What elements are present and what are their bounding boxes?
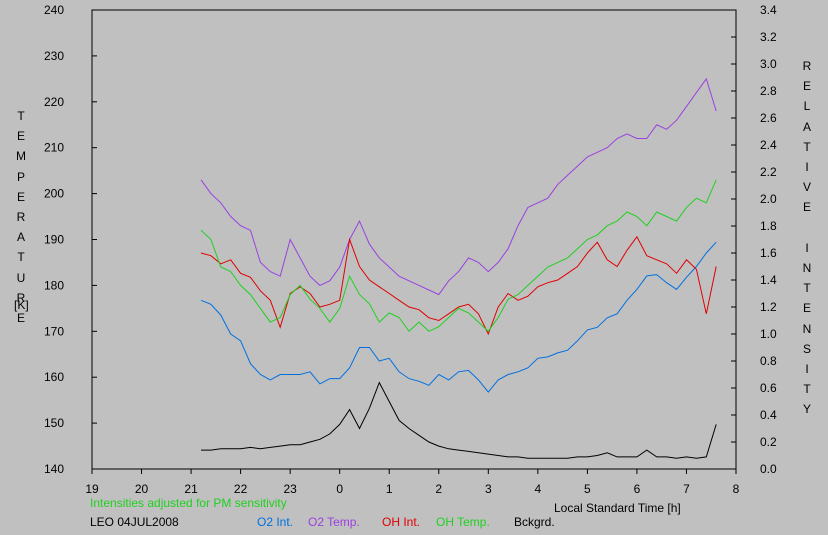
right-tick-label: 1.6 — [760, 246, 777, 260]
x-tick-label: 21 — [184, 482, 198, 496]
left-tick-label: 170 — [44, 324, 64, 338]
right-tick-label: 2.6 — [760, 111, 777, 125]
legend-o2-temp: O2 Temp. — [308, 515, 360, 529]
right-axis-title-letter: I — [805, 160, 809, 175]
series-line-oh-int — [200, 235, 717, 336]
right-axis-title-letter: T — [803, 382, 811, 397]
plot-frame — [91, 9, 737, 470]
x-tick-label: 5 — [584, 482, 591, 496]
series-line-o2-temp — [200, 77, 717, 296]
right-axis-title-letter: T — [803, 281, 811, 296]
right-tick-label: 1.8 — [760, 219, 777, 233]
sensitivity-note: Intensities adjusted for PM sensitivity — [90, 496, 287, 510]
right-axis-title-letter: N — [802, 261, 812, 276]
x-tick-label: 22 — [234, 482, 248, 496]
x-tick-label: 19 — [85, 482, 99, 496]
left-tick-label: 240 — [44, 3, 64, 17]
right-tick-label: 2.0 — [760, 192, 777, 206]
right-tick-label: 3.4 — [760, 3, 777, 17]
right-tick-label: 1.4 — [760, 273, 777, 287]
right-tick-label: 0.4 — [760, 408, 777, 422]
left-tick-label: 140 — [44, 462, 64, 476]
left-axis-title-letter: E — [16, 189, 25, 204]
station-label: LEO 04JUL2008 — [90, 515, 179, 529]
right-axis-title-letter: Y — [802, 402, 811, 417]
right-tick-label: 0.6 — [760, 381, 777, 395]
left-tick-label: 200 — [44, 187, 64, 201]
left-tick-label: 210 — [44, 141, 64, 155]
x-tick-label: 4 — [535, 482, 542, 496]
legend-bckgrd: Bckgrd. — [514, 515, 555, 529]
x-tick-label: 0 — [336, 482, 343, 496]
series-line-oh-temp — [200, 179, 717, 333]
left-axis-title-letter: P — [16, 169, 25, 184]
right-axis-title-letter: R — [802, 59, 812, 73]
right-axis-title-letter: S — [802, 341, 811, 356]
right-tick-label: 0.0 — [760, 462, 777, 476]
right-tick-label: 2.2 — [760, 165, 777, 179]
right-axis-title-letter: L — [803, 99, 811, 114]
right-axis-title-letter: N — [802, 321, 812, 336]
left-axis-title-letter: R — [16, 290, 26, 305]
left-axis-unit: [K] — [14, 298, 29, 312]
right-axis-title-letter: V — [802, 180, 811, 195]
left-axis-title-letter: M — [16, 149, 26, 164]
right-axis-title-letter: E — [802, 79, 811, 94]
x-axis-label: Local Standard Time [h] — [554, 501, 681, 515]
right-axis-title-letter: A — [802, 119, 811, 134]
left-tick-label: 230 — [44, 49, 64, 63]
right-axis-title-letter: I — [805, 362, 809, 377]
right-axis-title-letter: T — [803, 139, 811, 154]
left-tick-label: 190 — [44, 233, 64, 247]
right-axis-title-space — [800, 218, 814, 238]
left-axis-title-letter: U — [16, 270, 26, 285]
legend-o2-int: O2 Int. — [257, 515, 294, 529]
right-tick-label: 1.0 — [760, 327, 777, 341]
series-line-bckgrd — [201, 381, 717, 459]
x-tick-label: 1 — [386, 482, 393, 496]
left-axis-title-letter: T — [17, 109, 25, 123]
left-axis-title-letter: E — [16, 129, 25, 144]
right-tick-label: 2.4 — [760, 138, 777, 152]
left-axis-title-letter: E — [16, 311, 25, 326]
right-tick-label: 1.2 — [760, 300, 777, 314]
right-tick-label: 0.2 — [760, 435, 777, 449]
right-tick-label: 3.2 — [760, 30, 777, 44]
right-axis-title-letter: E — [802, 301, 811, 316]
right-axis-title-letter: I — [805, 240, 809, 255]
x-tick-label: 20 — [135, 482, 149, 496]
legend-oh-temp: OH Temp. — [436, 515, 490, 529]
x-tick-label: 2 — [435, 482, 442, 496]
left-tick-label: 160 — [44, 370, 64, 384]
series-line-o2-int — [200, 241, 717, 393]
right-tick-label: 0.8 — [760, 354, 777, 368]
legend-oh-int: OH Int. — [382, 515, 421, 529]
x-tick-label: 8 — [733, 482, 740, 496]
x-tick-label: 23 — [283, 482, 297, 496]
left-axis-title-letter: T — [17, 250, 25, 265]
left-tick-label: 150 — [44, 416, 64, 430]
left-axis-title-letter: R — [16, 210, 26, 225]
x-tick-label: 7 — [683, 482, 690, 496]
right-axis-title-letter: E — [802, 200, 811, 215]
left-tick-label: 180 — [44, 278, 64, 292]
left-axis-title-letter: A — [16, 230, 25, 245]
x-tick-label: 3 — [485, 482, 492, 496]
right-tick-label: 3.0 — [760, 57, 777, 71]
right-tick-label: 2.8 — [760, 84, 777, 98]
left-tick-label: 220 — [44, 95, 64, 109]
x-tick-label: 6 — [634, 482, 641, 496]
